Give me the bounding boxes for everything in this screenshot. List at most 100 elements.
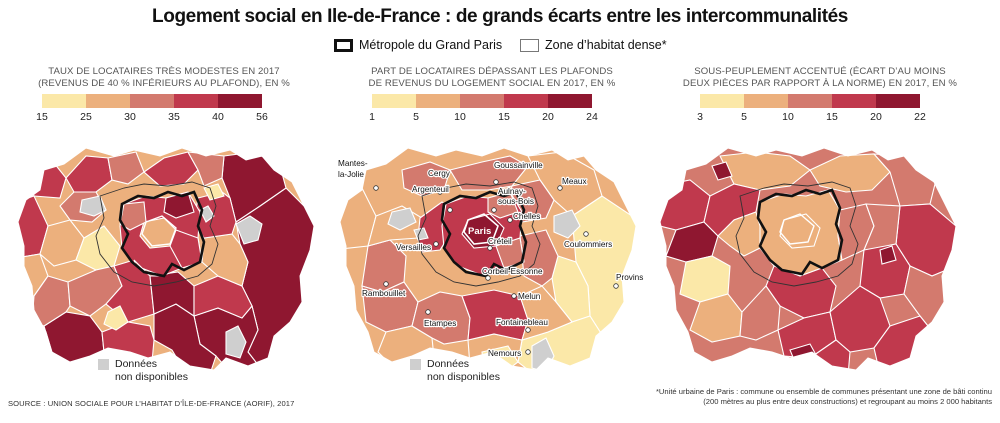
city-label-aulnay: Aulnay-: [498, 187, 526, 196]
city-label-goussainville: Goussainville: [494, 161, 543, 170]
scale-class-3: [788, 94, 832, 108]
city-label-paris: Paris: [468, 226, 491, 237]
scale-class-5: [218, 94, 262, 108]
scale-class-2: [86, 94, 130, 108]
panel-title: PART DE LOCATAIRES DÉPASSANT LES PLAFOND…: [368, 66, 616, 89]
svg-text:Etampes: Etampes: [424, 319, 456, 328]
city-dot: [525, 327, 531, 333]
city-dot: [613, 283, 619, 289]
svg-text:sous-Bois: sous-Bois: [498, 197, 534, 206]
city-dot: [433, 241, 439, 247]
tick-label: 40: [212, 111, 224, 123]
scale-class-4: [504, 94, 548, 108]
city-label-chelles: Chelles: [513, 212, 540, 221]
city-dot: [525, 349, 531, 355]
city-dot: [583, 231, 589, 237]
svg-text:Coulommiers: Coulommiers: [564, 240, 612, 249]
city-dot: [557, 185, 563, 191]
metropole-outline: [440, 190, 528, 278]
tick-label: 56: [256, 111, 268, 123]
city-label-aulnay-2: sous-Bois: [498, 197, 534, 206]
source-note: SOURCE : UNION SOCIALE POUR L’HABITAT D’…: [8, 399, 295, 408]
city-label-rambouillet: Rambouillet: [362, 289, 406, 298]
scale-class-4: [174, 94, 218, 108]
scale-class-2: [416, 94, 460, 108]
paris-outline: [463, 213, 499, 245]
page-title: Logement social en Ile-de-France : de gr…: [152, 6, 848, 27]
tick-label: 15: [36, 111, 48, 123]
city-label-corbeil: Corbeil-Essonne: [482, 267, 543, 276]
metropole-swatch: [334, 38, 353, 52]
svg-text:Meaux: Meaux: [562, 177, 587, 186]
legend-zone-dense: Zone d’habitat dense*: [520, 38, 667, 52]
panel-sous-peuplement: SOUS-PEUPLEMENT ACCENTUÉ (ÉCART D’AU MOI…: [660, 66, 980, 411]
city-label-coulommiers: Coulommiers: [564, 240, 612, 249]
tick-label: 25: [80, 111, 92, 123]
tick-label: 30: [124, 111, 136, 123]
tick-label: 15: [498, 111, 510, 123]
svg-text:Corbeil-Essonne: Corbeil-Essonne: [482, 267, 543, 276]
city-label-mantes: Mantes-: [338, 159, 368, 168]
svg-text:Mantes-: Mantes-: [338, 159, 368, 168]
map-sous-peuplement: [660, 147, 957, 371]
city-dot: [507, 217, 513, 223]
metropole-outline: [118, 190, 206, 278]
no-data-legend: Données non disponibles: [98, 358, 188, 384]
svg-text:Fontainebleau: Fontainebleau: [496, 318, 548, 327]
zone-dense-swatch: [520, 38, 539, 52]
scale-class-2: [744, 94, 788, 108]
svg-text:Créteil: Créteil: [488, 237, 512, 246]
city-label-etampes: Etampes: [424, 319, 456, 328]
city-label-argenteuil: Argenteuil: [412, 185, 449, 194]
city-label-cergy: Cergy: [428, 169, 451, 178]
city-dot: [373, 185, 379, 191]
no-data-swatch: [410, 359, 421, 370]
tick-label: 5: [741, 111, 747, 123]
scale-class-5: [876, 94, 920, 108]
svg-text:Aulnay-: Aulnay-: [498, 187, 526, 196]
tick-label: 15: [826, 111, 838, 123]
tick-label: 20: [870, 111, 882, 123]
zone-dense-outline: [95, 181, 219, 287]
city-dot: [383, 281, 389, 287]
svg-text:Nemours: Nemours: [488, 349, 521, 358]
city-label-provins: Provins: [616, 273, 643, 282]
paris-outline: [779, 213, 815, 245]
city-dot: [511, 293, 517, 299]
panel-title: SOUS-PEUPLEMENT ACCENTUÉ (ÉCART D’AU MOI…: [682, 66, 958, 89]
tick-label: 3: [697, 111, 703, 123]
region-outline: [660, 147, 957, 371]
no-data-legend: Données non disponibles: [410, 358, 500, 384]
map-depassant-plafonds: Mantes- Mantes- la-Jolie la-Jolie Cergy …: [337, 147, 645, 371]
paris-outline: [141, 215, 177, 247]
scale-class-5: [548, 94, 592, 108]
city-label-melun: Melun: [518, 292, 541, 301]
svg-text:Versailles: Versailles: [396, 243, 431, 252]
city-label-creteil: Créteil: [488, 237, 512, 246]
scale-class-3: [460, 94, 504, 108]
tick-label: 22: [914, 111, 926, 123]
svg-text:la-Jolie: la-Jolie: [338, 170, 364, 179]
city-dot: [493, 179, 499, 185]
svg-text:Goussainville: Goussainville: [494, 161, 543, 170]
city-dot: [425, 309, 431, 315]
color-scale: [42, 94, 262, 108]
city-dot: [447, 207, 453, 213]
legend-metropole: Métropole du Grand Paris: [334, 38, 502, 52]
svg-text:Cergy: Cergy: [428, 169, 451, 178]
tick-label: 10: [782, 111, 794, 123]
svg-text:Melun: Melun: [518, 292, 541, 301]
svg-text:Rambouillet: Rambouillet: [362, 289, 406, 298]
footnote: *Unité urbaine de Paris : commune ou ens…: [655, 387, 992, 406]
city-label-nemours: Nemours: [488, 349, 521, 358]
tick-label: 1: [369, 111, 375, 123]
city-markers: Mantes- Mantes- la-Jolie la-Jolie Cergy …: [337, 158, 645, 359]
city-dot: [485, 275, 491, 281]
panel-depassant-plafonds: PART DE LOCATAIRES DÉPASSANT LES PLAFOND…: [332, 66, 652, 411]
tick-label: 35: [168, 111, 180, 123]
scale-class-4: [832, 94, 876, 108]
svg-text:Argenteuil: Argenteuil: [412, 185, 449, 194]
tick-label: 20: [542, 111, 554, 123]
zone-dense-outline: [735, 181, 859, 287]
legend-zone-dense-label: Zone d’habitat dense*: [545, 38, 667, 52]
